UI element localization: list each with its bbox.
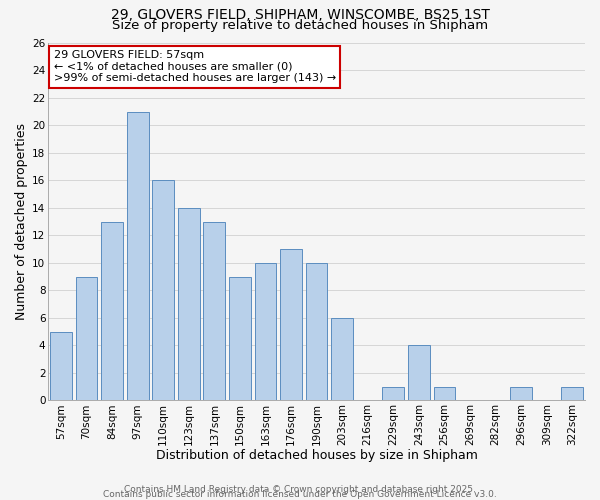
Text: Size of property relative to detached houses in Shipham: Size of property relative to detached ho…: [112, 18, 488, 32]
Bar: [101, 222, 123, 400]
Bar: [280, 249, 302, 400]
Bar: [229, 276, 251, 400]
Bar: [76, 276, 97, 400]
Bar: [408, 346, 430, 401]
X-axis label: Distribution of detached houses by size in Shipham: Distribution of detached houses by size …: [155, 450, 478, 462]
Text: 29 GLOVERS FIELD: 57sqm
← <1% of detached houses are smaller (0)
>99% of semi-de: 29 GLOVERS FIELD: 57sqm ← <1% of detache…: [53, 50, 336, 84]
Bar: [203, 222, 225, 400]
Bar: [152, 180, 174, 400]
Bar: [306, 263, 328, 400]
Text: Contains HM Land Registry data © Crown copyright and database right 2025.: Contains HM Land Registry data © Crown c…: [124, 484, 476, 494]
Bar: [434, 386, 455, 400]
Y-axis label: Number of detached properties: Number of detached properties: [15, 123, 28, 320]
Bar: [562, 386, 583, 400]
Bar: [331, 318, 353, 400]
Bar: [178, 208, 200, 400]
Text: Contains public sector information licensed under the Open Government Licence v3: Contains public sector information licen…: [103, 490, 497, 499]
Bar: [382, 386, 404, 400]
Bar: [510, 386, 532, 400]
Bar: [254, 263, 277, 400]
Text: 29, GLOVERS FIELD, SHIPHAM, WINSCOMBE, BS25 1ST: 29, GLOVERS FIELD, SHIPHAM, WINSCOMBE, B…: [110, 8, 490, 22]
Bar: [127, 112, 149, 401]
Bar: [50, 332, 72, 400]
